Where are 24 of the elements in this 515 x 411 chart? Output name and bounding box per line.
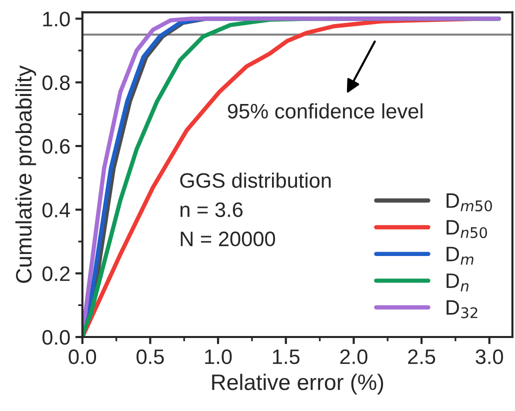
legend-label: D$_{m}$ [446,246,474,265]
x-tick-label: 1.5 [272,350,300,364]
y-tick-label: 0.8 [42,75,70,90]
legend-label: D$_{m50}$ [446,193,492,212]
y-tick-label: 1.0 [43,12,70,26]
legend-label: D$_{32}$ [446,300,478,318]
y-tick-label: 0.0 [42,330,70,345]
annotation: GGS distribution [180,172,331,188]
y-tick-label: 0.4 [42,202,70,218]
legend-label: D$_{n}$ [446,274,468,292]
x-tick-label: 2.5 [408,349,436,364]
x-tick-label: 0.5 [136,349,164,364]
y-tick-label: 0.6 [42,139,70,154]
x-tick-label: 2.0 [340,349,368,364]
annotation: N = 20000 [180,232,276,246]
x-tick-label: 0.0 [68,349,96,364]
x-tick-label: 1.0 [205,349,232,364]
x-tick-label: 3.0 [476,349,504,364]
x-axis-title: Relative error (%) [212,374,384,395]
y-axis-title: Cumulative probability [15,65,36,283]
annotation: n = 3.6 [180,202,243,218]
y-tick-label: 0.2 [42,266,70,282]
annotation: 95% confidence level [228,103,422,119]
legend-label: D$_{n50}$ [446,220,487,238]
